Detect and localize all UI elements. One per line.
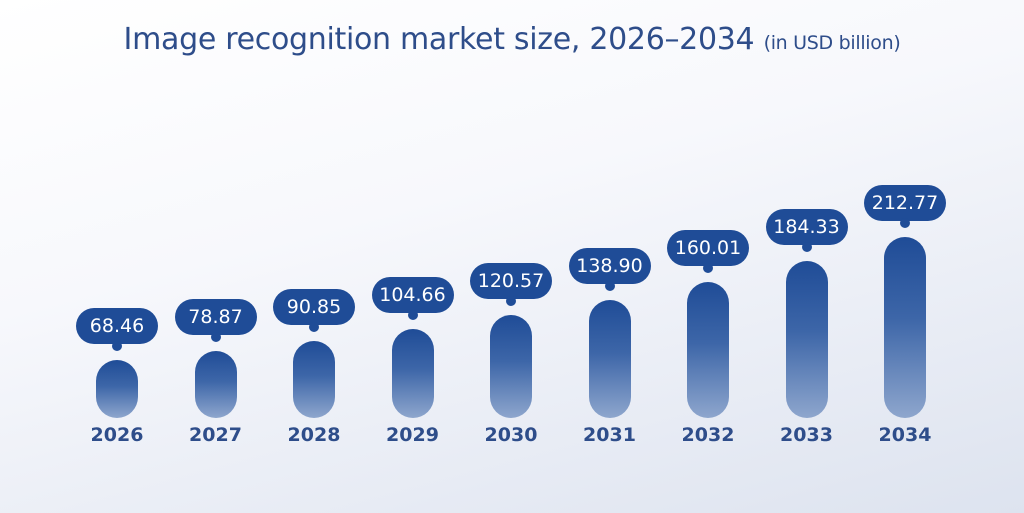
title-unit: (in USD billion) — [763, 32, 901, 54]
year-label: 2027 — [189, 424, 242, 446]
value-label: 120.57 — [470, 263, 552, 307]
year-label: 2030 — [484, 424, 538, 446]
year-label: 2029 — [386, 424, 439, 446]
value-label: 104.66 — [371, 276, 454, 320]
value-label: 78.87 — [174, 298, 257, 342]
year-label: 2031 — [583, 424, 636, 446]
value-label: 184.33 — [765, 209, 848, 253]
bar — [391, 328, 434, 418]
bar — [293, 340, 335, 418]
bar — [96, 359, 138, 418]
bar — [194, 350, 237, 418]
chart-title: Image recognition market size, 2026–2034… — [0, 22, 1024, 57]
bar — [588, 299, 631, 418]
year-label: 2034 — [878, 424, 932, 446]
value-label: 212.77 — [864, 185, 946, 229]
bar — [490, 315, 532, 418]
title-main: Image recognition market size, 2026–2034 — [123, 22, 755, 57]
value-label: 90.85 — [273, 288, 355, 332]
bar — [785, 261, 828, 418]
bar — [687, 281, 729, 418]
bar — [884, 237, 926, 418]
year-label: 2028 — [287, 424, 341, 446]
value-label: 138.90 — [568, 247, 651, 291]
year-label: 2033 — [780, 424, 833, 446]
year-label: 2026 — [90, 424, 144, 446]
value-label: 160.01 — [667, 229, 749, 273]
year-label: 2032 — [681, 424, 735, 446]
value-label: 68.46 — [76, 307, 158, 351]
